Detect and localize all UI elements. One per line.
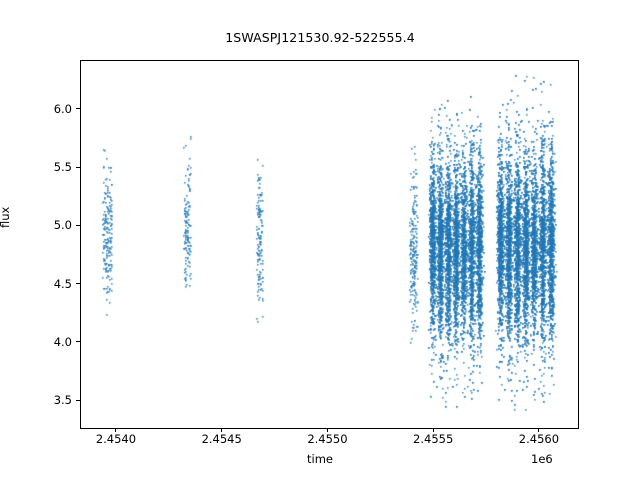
x-axis-tick-mark bbox=[221, 428, 223, 432]
y-axis-tick-label: 4.5 bbox=[53, 276, 72, 291]
x-axis-tick-mark bbox=[538, 428, 540, 432]
y-axis-tick-label: 6.0 bbox=[53, 101, 72, 116]
chart-title: 1SWASPJ121530.92-522555.4 bbox=[225, 30, 415, 45]
y-axis-tick-label: 5.5 bbox=[53, 160, 72, 175]
x-axis-tick-mark bbox=[115, 428, 117, 432]
x-axis-tick-label: 2.4545 bbox=[201, 432, 242, 446]
x-axis-tick-label: 2.4560 bbox=[518, 432, 560, 446]
x-axis-tick-mark bbox=[432, 428, 434, 432]
scatter-plot-canvas bbox=[81, 61, 578, 428]
y-axis-tick-mark bbox=[76, 341, 80, 343]
x-axis-offset-label: 1e6 bbox=[531, 452, 553, 466]
y-axis-tick-mark bbox=[76, 224, 80, 226]
x-axis-label: time bbox=[307, 452, 333, 466]
y-axis-label: flux bbox=[0, 206, 12, 228]
y-axis-tick-label: 5.0 bbox=[53, 218, 72, 233]
x-axis-tick-label: 2.4555 bbox=[413, 432, 454, 446]
x-axis-tick-label: 2.4540 bbox=[95, 432, 137, 446]
x-axis-tick-mark bbox=[326, 428, 328, 432]
y-axis-tick-mark bbox=[76, 399, 80, 401]
y-axis-tick-label: 4.0 bbox=[53, 334, 72, 349]
y-axis-tick-mark bbox=[76, 108, 80, 110]
y-axis-tick-mark bbox=[76, 166, 80, 168]
x-axis-tick-label: 2.4550 bbox=[307, 432, 348, 446]
y-axis-tick-label: 3.5 bbox=[53, 393, 72, 408]
plot-axes bbox=[80, 60, 579, 429]
y-axis-tick-mark bbox=[76, 283, 80, 285]
